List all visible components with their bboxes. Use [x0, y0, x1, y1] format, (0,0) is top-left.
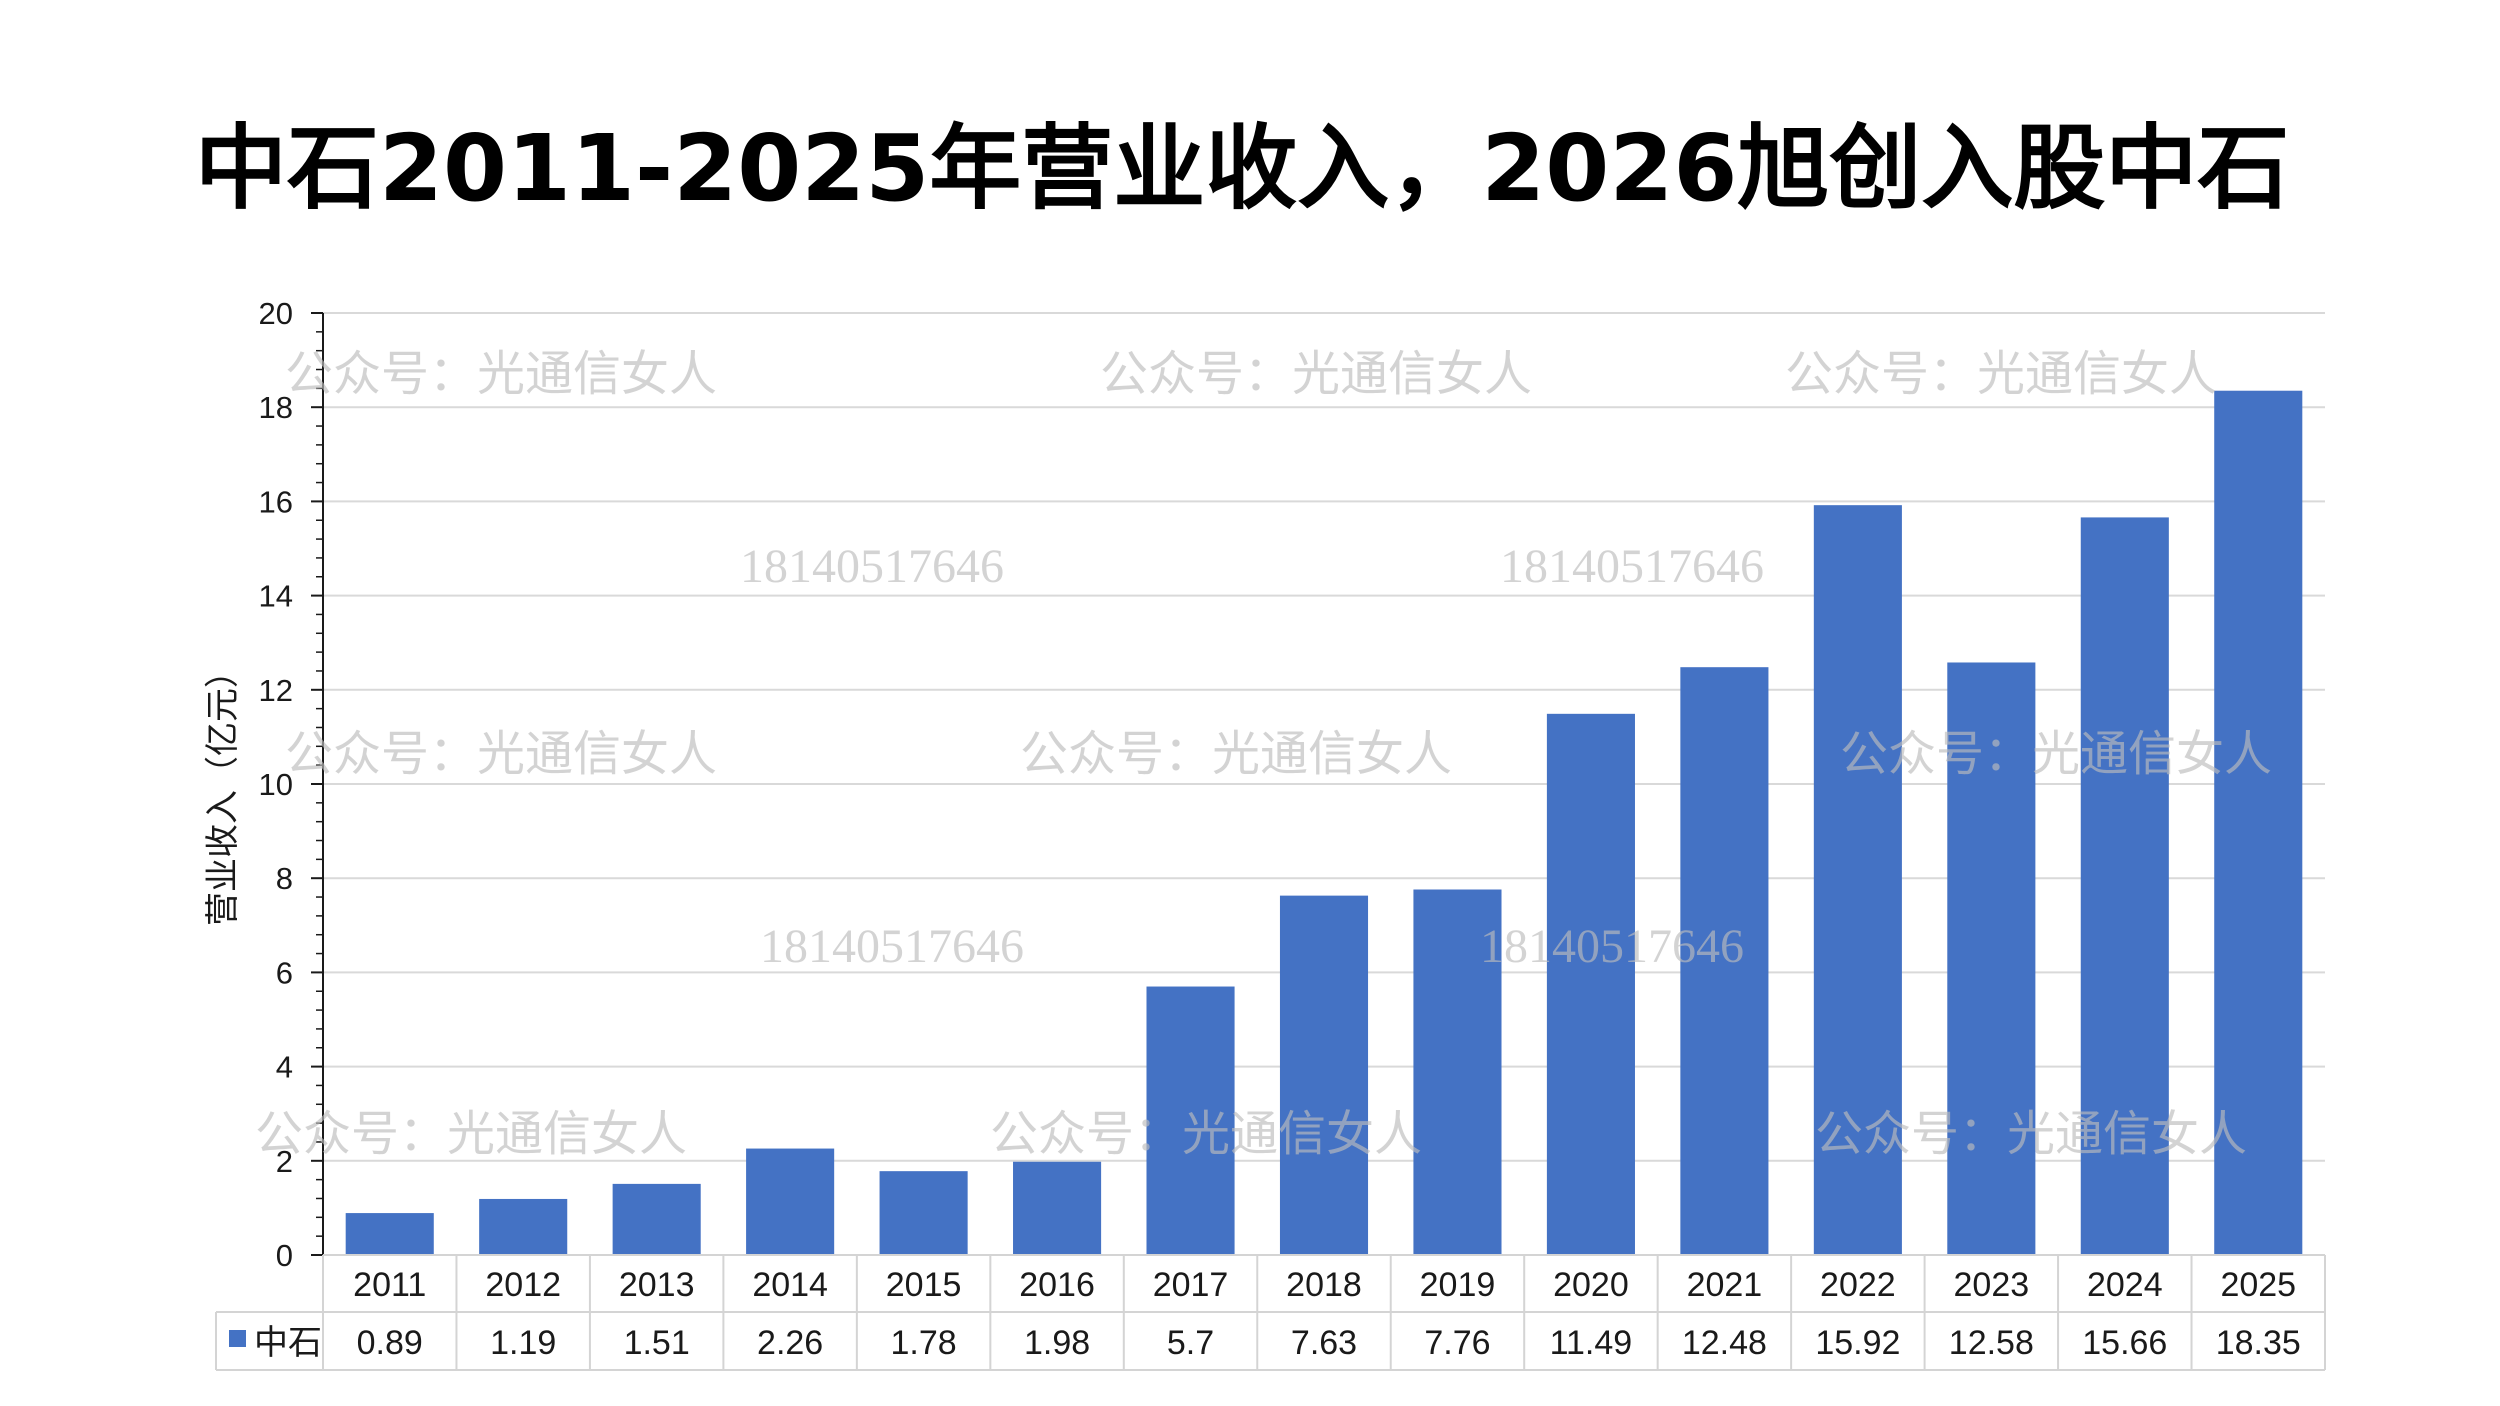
x-tick-label: 2017	[1153, 1266, 1229, 1304]
data-label: 1.51	[624, 1324, 690, 1362]
bar	[879, 1171, 968, 1255]
x-tick-label: 2012	[485, 1266, 561, 1304]
gridlines	[323, 312, 2325, 1162]
data-label: 7.76	[1424, 1324, 1490, 1362]
x-tick-label: 2023	[1954, 1266, 2030, 1304]
y-axis-label: 营业收入（亿元）	[203, 654, 243, 926]
data-label: 12.58	[1949, 1324, 2034, 1362]
watermark-phone: 18140517646	[1480, 920, 1744, 973]
y-axis: 0 2 4 6 8 10 12 14 16 18 20	[259, 296, 324, 1273]
bar	[746, 1148, 835, 1255]
y-tick-label: 12	[259, 673, 293, 708]
watermark-account: 公众号：光通信女人	[1815, 1106, 2247, 1162]
watermark-account: 公众号：光通信女人	[1840, 726, 2272, 782]
chart-title: 中石2011-2025年营业收入，2026旭创入股中石	[195, 115, 2289, 222]
data-label: 0.89	[357, 1324, 423, 1362]
y-tick-label: 0	[276, 1238, 293, 1273]
data-label: 1.98	[1024, 1324, 1090, 1362]
data-label: 1.78	[891, 1324, 957, 1362]
y-tick-label: 16	[259, 484, 293, 519]
x-tick-label: 2011	[353, 1266, 426, 1304]
data-label: 1.19	[490, 1324, 556, 1362]
x-tick-label: 2024	[2087, 1266, 2163, 1304]
legend-swatch	[229, 1330, 246, 1347]
data-label: 12.48	[1682, 1324, 1767, 1362]
y-tick-label: 4	[276, 1050, 293, 1085]
bars	[345, 390, 2303, 1256]
bar	[1546, 713, 1635, 1255]
y-tick-label: 2	[276, 1144, 293, 1179]
watermark-account: 公众号：光通信女人	[1020, 726, 1452, 782]
bar	[1813, 505, 1902, 1256]
x-tick-label: 2020	[1553, 1266, 1629, 1304]
y-tick-label: 14	[259, 579, 293, 614]
x-tick-label: 2022	[1820, 1266, 1896, 1304]
bar	[612, 1183, 701, 1255]
bar	[1013, 1161, 1102, 1255]
bar	[1146, 986, 1235, 1255]
bar	[345, 1213, 434, 1255]
y-tick-label: 18	[259, 390, 293, 425]
y-tick-label: 10	[259, 767, 293, 802]
watermark-account: 公众号：光通信女人	[1785, 346, 2217, 402]
bar	[1947, 662, 2036, 1255]
data-label: 7.63	[1291, 1324, 1357, 1362]
x-tick-label: 2021	[1687, 1266, 1763, 1304]
y-tick-label: 8	[276, 861, 293, 896]
watermark-phone: 18140517646	[740, 540, 1004, 593]
x-tick-label: 2019	[1420, 1266, 1496, 1304]
bar	[2214, 390, 2303, 1256]
data-label: 15.66	[2082, 1324, 2167, 1362]
watermark-account: 公众号：光通信女人	[1100, 346, 1532, 402]
data-label: 11.49	[1550, 1324, 1633, 1362]
x-tick-label: 2013	[619, 1266, 695, 1304]
watermark-account: 公众号：光通信女人	[285, 726, 717, 782]
y-tick-label: 6	[276, 955, 293, 990]
data-table: 2011 0.89 2012 1.19 2013 1.51 2014 2.26 2015 1.78…	[215, 1254, 2326, 1371]
data-label: 2.26	[757, 1324, 823, 1362]
x-tick-label: 2014	[752, 1266, 828, 1304]
bar	[1680, 667, 1769, 1255]
watermark-account: 公众号：光通信女人	[990, 1106, 1422, 1162]
x-tick-label: 2016	[1019, 1266, 1095, 1304]
bar	[479, 1198, 568, 1255]
watermark-account: 公众号：光通信女人	[285, 346, 717, 402]
data-label: 18.35	[2216, 1324, 2301, 1362]
bar	[1279, 895, 1369, 1255]
data-label: 15.92	[1815, 1324, 1900, 1362]
x-tick-label: 2015	[886, 1266, 962, 1304]
y-tick-label: 20	[259, 296, 293, 331]
data-label: 5.7	[1167, 1324, 1214, 1362]
bar	[2080, 517, 2169, 1255]
watermark-account: 公众号：光通信女人	[255, 1106, 687, 1162]
watermark-phone: 18140517646	[1500, 540, 1764, 593]
x-tick-label: 2025	[2220, 1266, 2296, 1304]
bar	[1413, 889, 1502, 1255]
x-tick-label: 2018	[1286, 1266, 1362, 1304]
legend-label: 中石	[254, 1324, 322, 1362]
watermark-phone: 18140517646	[760, 920, 1024, 973]
